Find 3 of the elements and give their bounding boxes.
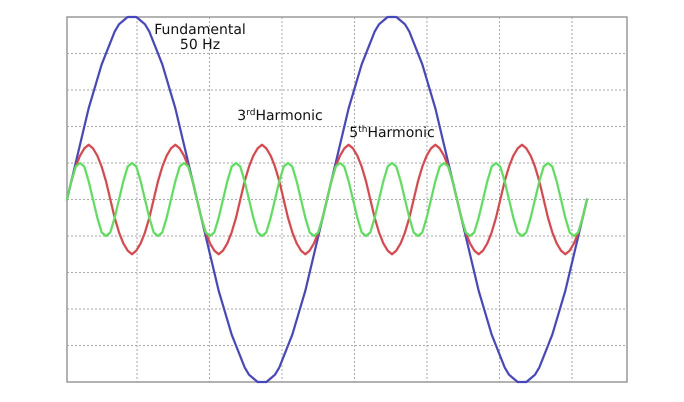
annotation: 5$^{th}$Harmonic xyxy=(349,125,435,141)
annotation: 3$^{rd}$Harmonic xyxy=(237,108,323,124)
annotation: Fundamental 50 Hz xyxy=(154,22,246,53)
